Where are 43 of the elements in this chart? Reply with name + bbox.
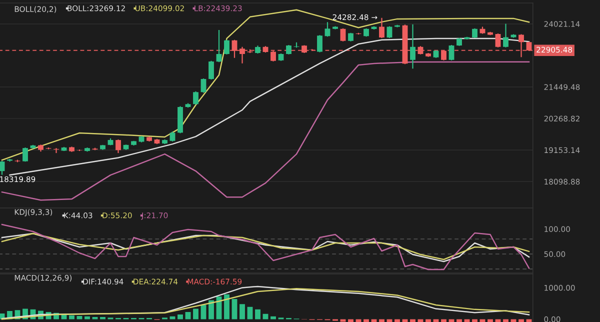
bar [348, 319, 354, 322]
bar [240, 304, 245, 320]
candlestick [0, 160, 5, 176]
bar [255, 309, 260, 320]
candlestick [270, 50, 276, 62]
line-series [1, 224, 530, 270]
bar [364, 319, 369, 322]
candlestick [410, 24, 416, 70]
candlestick [240, 46, 245, 64]
candlestick [22, 146, 28, 162]
bar [232, 299, 238, 320]
bar [69, 315, 74, 320]
bar [208, 300, 214, 320]
line-series [1, 61, 530, 201]
candlestick [379, 17, 384, 39]
candlestick [193, 90, 198, 106]
candlestick [503, 23, 508, 48]
candlestick [170, 130, 176, 142]
candlestick [216, 29, 222, 63]
candlestick [518, 34, 524, 58]
candlestick [200, 78, 206, 94]
candlestick [224, 39, 230, 55]
candlestick [472, 28, 478, 39]
candlestick [324, 22, 330, 38]
candlestick [317, 34, 322, 53]
bar [100, 316, 106, 320]
bar [178, 314, 183, 320]
bar [193, 308, 198, 320]
candlestick [116, 138, 121, 154]
bar [356, 319, 362, 322]
candlestick [441, 50, 446, 61]
candlestick [340, 28, 346, 42]
bar [247, 306, 253, 320]
candlestick [286, 44, 292, 55]
bar [371, 319, 377, 322]
line-series [9, 38, 530, 176]
candlestick [208, 60, 214, 80]
bar [224, 294, 230, 320]
candlestick [495, 32, 501, 48]
candlestick [448, 44, 454, 61]
candlestick [526, 41, 532, 52]
candlestick [232, 39, 238, 58]
bar [340, 319, 346, 322]
